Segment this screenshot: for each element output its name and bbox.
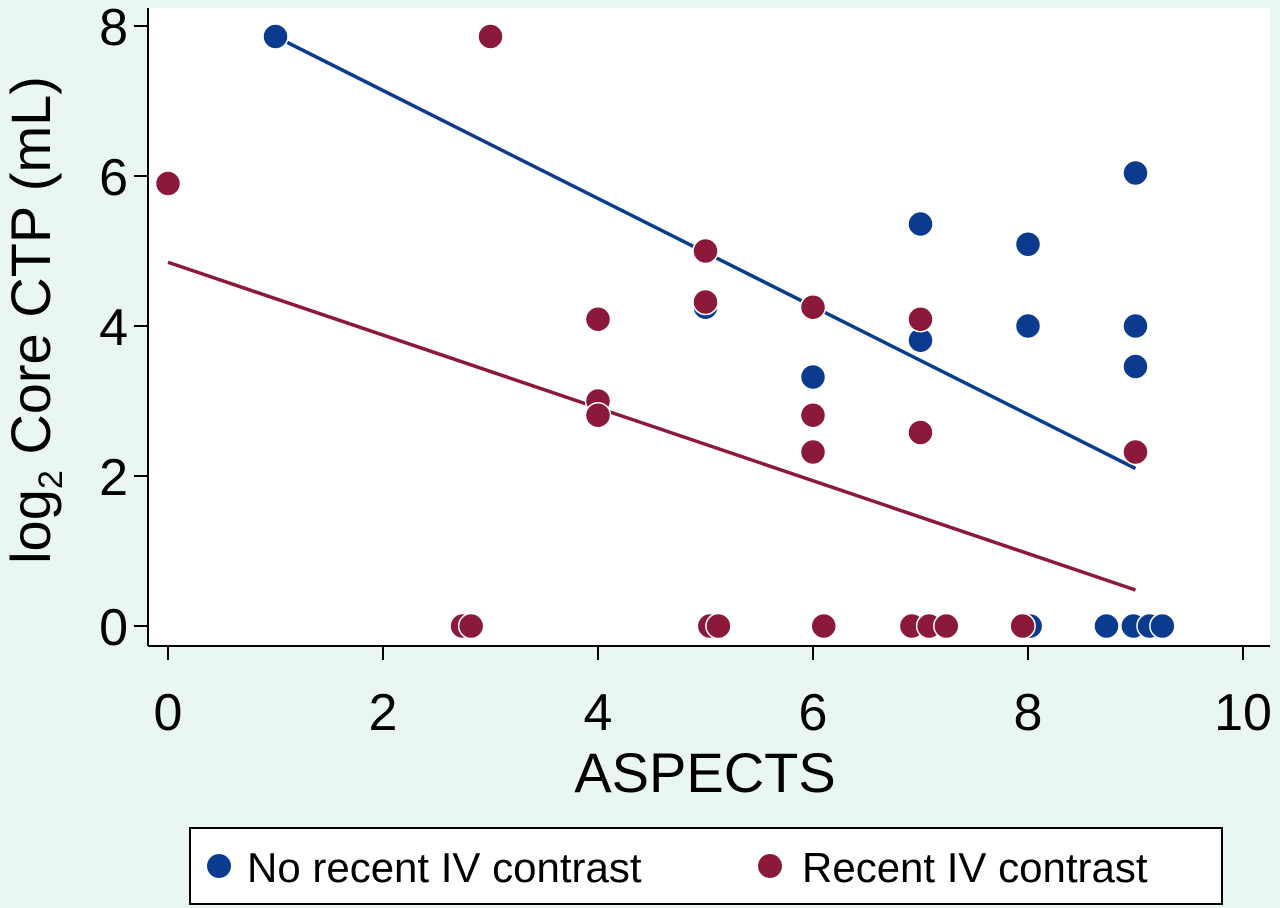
legend-label-recent-iv-contrast: Recent IV contrast xyxy=(802,844,1148,891)
x-axis-title: ASPECTS xyxy=(574,741,835,804)
data-point-series-1 xyxy=(457,612,485,640)
data-point-series-0 xyxy=(1149,612,1176,640)
data-point-series-0 xyxy=(1122,353,1149,380)
data-point-series-1 xyxy=(584,306,612,333)
legend-marker-recent-iv-contrast xyxy=(758,854,782,878)
data-point-series-1 xyxy=(799,294,827,321)
data-point-series-1 xyxy=(584,402,612,429)
data-point-series-1 xyxy=(810,612,837,640)
data-point-series-1 xyxy=(705,612,732,640)
y-tick-label: 2 xyxy=(99,449,128,507)
data-point-series-0 xyxy=(799,363,827,391)
y-tick-label: 6 xyxy=(99,149,128,207)
x-tick-label: 4 xyxy=(584,684,613,742)
x-tick-label: 10 xyxy=(1214,684,1272,742)
data-point-series-1 xyxy=(477,23,504,50)
y-axis-title-rest: Core CTP (mL) xyxy=(0,76,62,470)
x-axis: 0 2 4 6 8 10 xyxy=(148,645,1272,742)
data-point-series-1 xyxy=(692,288,719,316)
data-point-series-0 xyxy=(1014,312,1042,340)
data-point-series-1 xyxy=(1009,612,1036,640)
data-point-series-1 xyxy=(1122,438,1149,466)
data-point-series-0 xyxy=(1093,612,1120,640)
data-point-series-0 xyxy=(907,210,934,238)
legend-label-no-recent-iv-contrast: No recent IV contrast xyxy=(247,844,642,891)
legend: No recent IV contrast Recent IV contrast xyxy=(189,827,1223,905)
y-axis-title: log2 Core CTP (mL) xyxy=(0,76,70,564)
y-tick-label: 4 xyxy=(99,299,128,357)
x-tick-label: 0 xyxy=(154,684,183,742)
data-point-series-1 xyxy=(692,237,719,265)
x-tick-label: 2 xyxy=(369,684,398,742)
legend-box xyxy=(189,827,1223,905)
x-tick-label: 6 xyxy=(799,684,828,742)
data-point-series-1 xyxy=(799,402,827,429)
data-point-series-0 xyxy=(1122,312,1149,340)
data-point-series-1 xyxy=(799,438,827,466)
legend-marker-no-recent-iv-contrast xyxy=(207,854,231,878)
y-axis-title-prefix: log xyxy=(0,489,62,564)
y-tick-label: 8 xyxy=(99,0,128,57)
y-axis-title-subscript: 2 xyxy=(32,470,70,489)
data-point-series-1 xyxy=(907,419,934,446)
x-tick-label: 8 xyxy=(1014,684,1043,742)
data-point-series-1 xyxy=(154,170,182,197)
data-point-series-1 xyxy=(933,612,960,640)
data-point-series-1 xyxy=(907,306,934,333)
fit-line-series-1 xyxy=(167,260,1137,592)
data-point-series-0 xyxy=(1014,231,1042,258)
y-tick-label: 0 xyxy=(99,599,128,657)
plot-area xyxy=(148,8,1270,646)
y-axis: 0 2 4 6 8 xyxy=(99,0,149,657)
data-point-series-0 xyxy=(262,23,289,50)
data-points xyxy=(154,23,1176,640)
data-point-series-0 xyxy=(1122,159,1149,187)
